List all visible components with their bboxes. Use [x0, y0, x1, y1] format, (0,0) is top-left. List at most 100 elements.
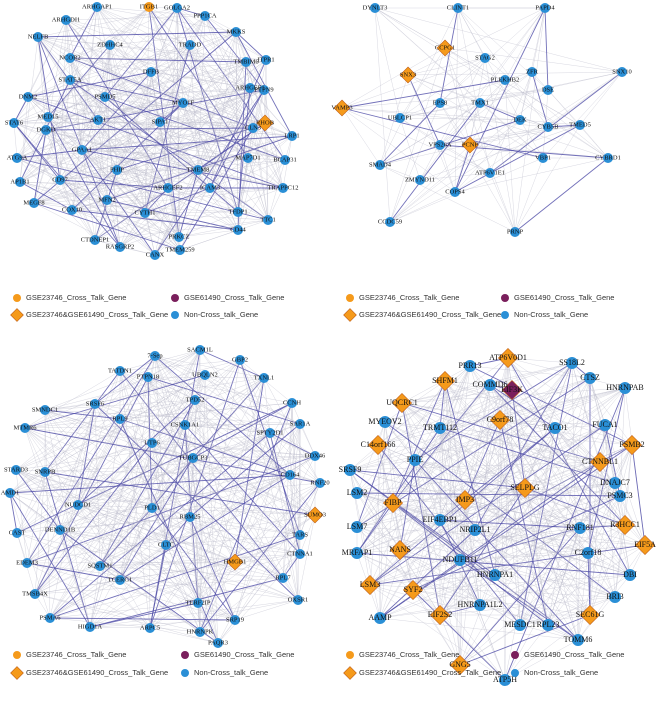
edge [69, 57, 267, 61]
edge [235, 31, 267, 61]
node-label: TUBGCP3 [179, 454, 208, 461]
node-label: VPS26A [428, 141, 451, 148]
edge [150, 71, 169, 189]
node-label: SMNDC1 [32, 406, 58, 413]
edge [524, 487, 626, 526]
node-label: CLTC [158, 541, 174, 548]
edge [349, 377, 591, 471]
node-label: EIF5A [634, 540, 656, 549]
edge [44, 399, 196, 411]
edge [194, 399, 291, 476]
edge [599, 461, 646, 546]
node [474, 599, 486, 611]
node-label: NDUFB11 [443, 555, 478, 564]
edge [59, 179, 108, 201]
node-label: SRP19 [226, 616, 244, 623]
edge [119, 135, 293, 248]
edge [49, 534, 301, 619]
node-label: AP1B1 [10, 178, 29, 185]
legend-swatch [501, 294, 509, 302]
edge [179, 127, 254, 251]
edge [33, 135, 293, 204]
node-label: PPIE [407, 455, 424, 464]
edge [59, 418, 121, 531]
edge [44, 349, 201, 411]
edge [151, 424, 186, 444]
edge [379, 164, 516, 233]
edge [37, 36, 71, 59]
node-label: PSMA6 [40, 614, 62, 621]
edge [119, 418, 271, 434]
edge [94, 187, 211, 241]
edge [94, 403, 271, 434]
node-label: ITGB1 [140, 3, 158, 10]
legend-swatch [171, 294, 179, 302]
edge [16, 532, 199, 604]
edge [199, 553, 301, 633]
edge [489, 384, 601, 463]
edge [579, 124, 609, 159]
edge [69, 79, 184, 104]
edge [379, 604, 481, 619]
node-label: EPS8 [433, 99, 447, 106]
edge [192, 455, 316, 459]
edge [289, 423, 301, 476]
node [230, 615, 240, 625]
node [391, 392, 413, 414]
edge [356, 357, 509, 554]
edge [44, 471, 101, 567]
edge [439, 7, 546, 146]
edge [379, 502, 394, 619]
node-label: LRP1 [284, 132, 299, 139]
node [115, 242, 125, 252]
legend-swatch [10, 308, 24, 322]
edge [154, 355, 219, 644]
edge [24, 427, 301, 536]
edge [116, 169, 239, 213]
edge [444, 47, 609, 159]
node [542, 619, 554, 631]
edge [33, 157, 249, 204]
edge [412, 589, 481, 606]
edge [89, 619, 236, 628]
node-label: RHOB [256, 119, 275, 126]
node [489, 409, 511, 431]
node [23, 92, 33, 102]
node [105, 40, 115, 50]
node [399, 66, 417, 84]
edge [444, 47, 516, 233]
node [454, 554, 466, 566]
edge [59, 121, 161, 181]
edge [197, 577, 284, 604]
node [43, 112, 53, 122]
edge [489, 172, 516, 233]
node [429, 604, 451, 626]
node-label: TOMM6 [564, 635, 593, 644]
edge [119, 212, 146, 248]
node [461, 136, 479, 154]
edge [356, 492, 476, 531]
node [624, 569, 636, 581]
edge [519, 71, 533, 121]
edge [69, 79, 254, 129]
edge [154, 355, 206, 376]
edge [44, 374, 206, 473]
edge [412, 589, 591, 616]
edge [9, 457, 194, 494]
node [29, 198, 39, 208]
edge [531, 7, 546, 73]
edge [399, 117, 521, 121]
edge [119, 127, 254, 248]
edge [474, 529, 589, 554]
node-label: GBP2 [232, 356, 248, 363]
edge [44, 409, 153, 444]
node [375, 160, 385, 170]
edge [414, 459, 526, 489]
edge [587, 552, 631, 576]
node-label: TMEM259 [165, 246, 194, 253]
edge [504, 427, 556, 681]
node-label: CLINT1 [447, 4, 469, 11]
edge [13, 102, 184, 124]
edge [504, 79, 516, 233]
node-label: C2orf18 [575, 548, 602, 557]
